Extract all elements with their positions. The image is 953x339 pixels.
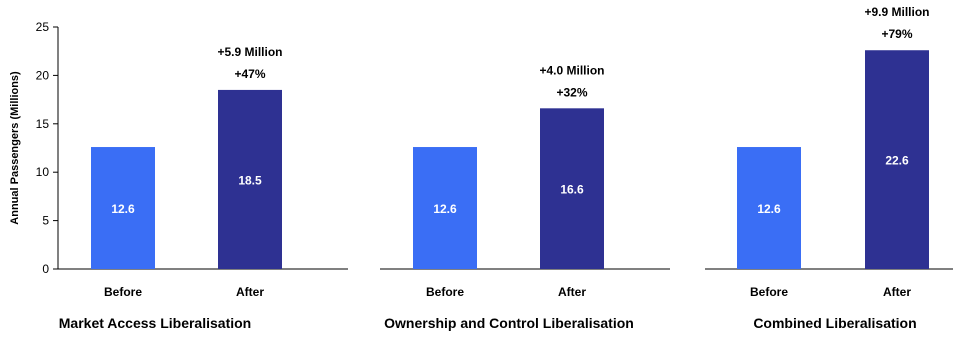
panel-title: Combined Liberalisation	[753, 315, 916, 331]
change-annotation-percent: +47%	[234, 67, 265, 81]
y-tick-label: 15	[36, 117, 50, 131]
category-label: After	[558, 285, 586, 299]
y-tick-label: 25	[36, 20, 50, 34]
category-label: Before	[426, 285, 464, 299]
category-label: Before	[104, 285, 142, 299]
bar-2-before	[413, 147, 477, 269]
change-annotation-percent: +79%	[881, 27, 912, 41]
y-axis-label: Annual Passengers (Millions)	[9, 71, 21, 225]
bar-3-before	[737, 147, 801, 269]
bar-3-after	[865, 50, 929, 270]
bar-2-after	[540, 108, 604, 269]
panel-title: Market Access Liberalisation	[59, 315, 251, 331]
panel-title: Ownership and Control Liberalisation	[384, 315, 634, 331]
y-tick-label: 5	[42, 214, 49, 228]
bar-value-label: 12.6	[433, 202, 457, 216]
change-annotation-amount: +5.9 Million	[217, 45, 282, 59]
bar-1-after	[218, 89, 282, 269]
category-label: After	[236, 285, 264, 299]
bar-value-label: 12.6	[757, 202, 781, 216]
bar-value-label: 18.5	[238, 173, 262, 187]
change-annotation-amount: +4.0 Million	[539, 63, 604, 77]
bar-value-label: 16.6	[560, 183, 584, 197]
change-annotation-percent: +32%	[556, 85, 587, 99]
bar-1-before	[91, 147, 155, 269]
y-tick-label: 10	[36, 165, 50, 179]
y-tick-label: 20	[36, 68, 50, 82]
change-annotation-amount: +9.9 Million	[864, 5, 929, 19]
category-label: Before	[750, 285, 788, 299]
category-label: After	[883, 285, 911, 299]
bar-value-label: 12.6	[111, 202, 135, 216]
y-tick-label: 0	[42, 262, 49, 276]
bar-value-label: 22.6	[885, 154, 909, 168]
